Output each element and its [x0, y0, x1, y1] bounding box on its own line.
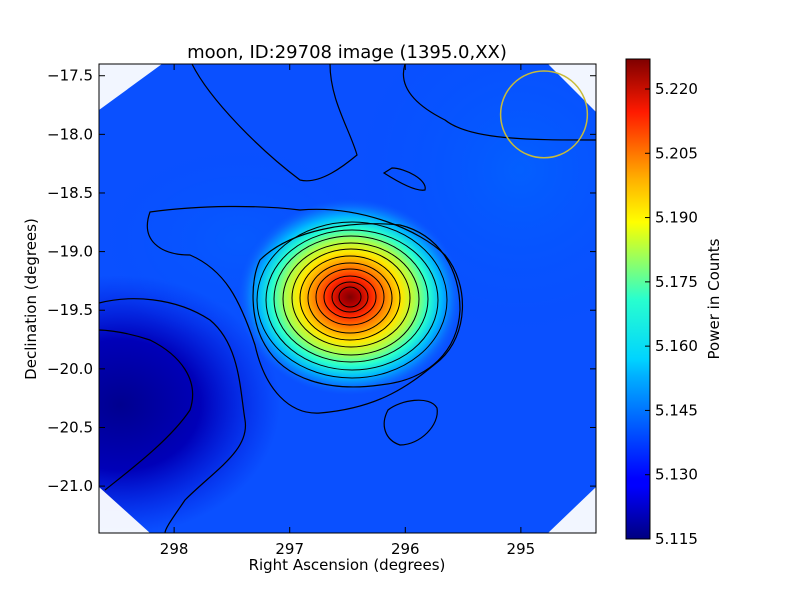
x-tick-label: 296 — [391, 540, 420, 558]
colorbar-tick-label: 5.190 — [655, 209, 698, 227]
colorbar-ticks: 5.115 5.130 5.145 5.160 5.175 5.190 5.205 5.220 — [645, 80, 698, 548]
colorbar-tick-label: 5.175 — [655, 273, 698, 291]
y-tick-label: −19.5 — [47, 301, 93, 319]
y-tick-label: −20.5 — [47, 418, 93, 436]
y-tick-label: −19.0 — [47, 243, 93, 261]
colorbar-label: Power in Counts — [705, 238, 723, 359]
colorbar-tick-label: 5.205 — [655, 144, 698, 162]
colorbar-tick-label: 5.145 — [655, 401, 698, 419]
y-tick-label: −17.5 — [47, 67, 93, 85]
x-axis-label: Right Ascension (degrees) — [249, 556, 446, 574]
colorbar — [625, 58, 651, 540]
y-tick-label: −21.0 — [47, 477, 93, 495]
chart-title: moon, ID:29708 image (1395.0,XX) — [187, 42, 507, 63]
y-tick-label: −18.0 — [47, 125, 93, 143]
beam-circle — [499, 70, 589, 159]
x-tick-label: 298 — [160, 540, 189, 558]
x-tick-label: 297 — [275, 540, 304, 558]
y-axis: −17.5 −18.0 −18.5 −19.0 −19.5 −20.0 −20.5 −21.0 — [47, 67, 596, 495]
colorbar-tick-label: 5.130 — [655, 466, 698, 484]
x-tick-label: 295 — [507, 540, 536, 558]
peak-contours — [256, 221, 448, 379]
y-tick-label: −20.0 — [47, 360, 93, 378]
y-axis-label: Declination (degrees) — [22, 218, 40, 380]
y-tick-label: −18.5 — [47, 184, 93, 202]
colorbar-tick-label: 5.160 — [655, 337, 698, 355]
x-axis: 298 297 296 295 — [160, 64, 535, 558]
plot-frame — [98, 63, 597, 534]
heatmap-area — [99, 64, 596, 533]
colorbar-tick-label: 5.220 — [655, 80, 698, 98]
colorbar-tick-label: 5.115 — [655, 530, 698, 548]
